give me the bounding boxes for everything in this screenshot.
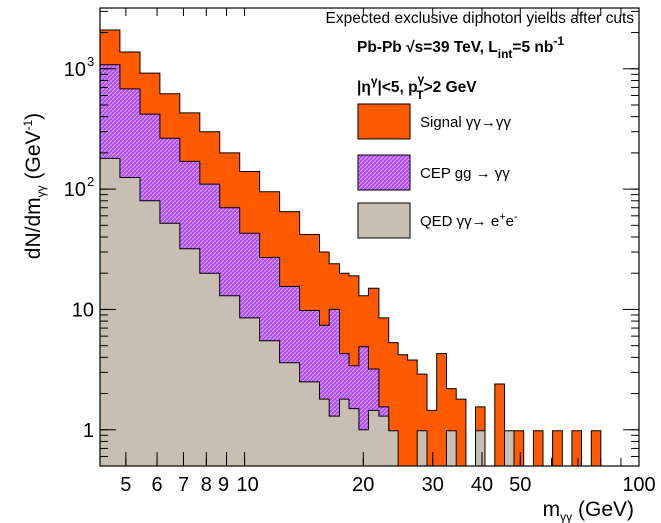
cuts-mid: |<5, p: [378, 79, 418, 96]
collision-lumi-val: =5 nb: [512, 39, 553, 56]
cuts-pt-sub: T: [416, 88, 424, 102]
cuts-pt-exp: γ: [418, 72, 425, 86]
x-tick-label-4: 9: [218, 474, 229, 496]
y-tick-label-3: 10: [64, 59, 86, 81]
cuts-eta-exp: γ: [371, 74, 378, 88]
x-axis-title-sub: γγ: [560, 510, 572, 523]
chart-title: Expected exclusive diphoton yields after…: [326, 10, 635, 27]
legend-label-0: Signal γγ→γγ: [420, 114, 511, 131]
legend-label-2: QED γγ→ e+e-: [420, 211, 518, 230]
x-tick-label-7: 30: [422, 474, 444, 496]
x-tick-label-2: 7: [178, 474, 189, 496]
y-tick-label-2: 10: [64, 179, 86, 201]
x-axis-title: mγγ (GeV): [543, 498, 634, 523]
x-tick-label-10: 100: [622, 474, 655, 496]
legend-swatch-0: [357, 103, 411, 140]
y-axis-title-main: dN/dm: [22, 197, 45, 259]
x-tick-label-3: 8: [201, 474, 212, 496]
x-tick-label-5: 10: [236, 474, 258, 496]
legend-swatch-1: [357, 154, 411, 191]
x-tick-label-0: 5: [120, 474, 131, 496]
x-tick-label-9: 50: [509, 474, 531, 496]
legend: Signal γγ→γγ CEP gg → γγ QED γγ→ e+e-: [357, 103, 518, 239]
y-tick-label-1: 10: [72, 299, 94, 321]
y-axis-title-exp: -1: [21, 119, 35, 130]
legend-label-1: CEP gg → γγ: [420, 165, 510, 182]
y-tick-exp-3: 3: [87, 54, 94, 69]
collision-label-main: Pb-Pb √s=39 TeV, L: [357, 39, 498, 56]
x-axis-title-unit: (GeV): [572, 498, 634, 521]
y-axis-title-unit: (GeV: [22, 130, 45, 185]
y-axis-title-sub: γγ: [34, 185, 48, 197]
x-tick-label-1: 6: [152, 474, 163, 496]
cuts-end: >2 GeV: [424, 79, 478, 96]
y-tick-label-0: 1: [83, 420, 94, 442]
x-axis-title-main: m: [543, 498, 561, 521]
y-axis-title: dN/dmγγ (GeV-1): [21, 113, 48, 259]
plot-area: [99, 29, 602, 467]
collision-lumi-sub: int: [498, 47, 513, 61]
x-tick-label-6: 20: [352, 474, 374, 496]
cuts-label-main: |η: [357, 79, 371, 96]
cuts-label: |ηγ|<5, pγ T>2 GeV: [357, 72, 477, 102]
x-tick-label-8: 40: [471, 474, 493, 496]
collision-lumi-exp: -1: [553, 34, 564, 48]
y-axis-title-close: ): [22, 113, 45, 120]
collision-label: Pb-Pb √s=39 TeV, Lint=5 nb-1: [357, 34, 564, 61]
legend-swatch-2: [357, 202, 411, 239]
y-tick-exp-2: 2: [87, 174, 94, 189]
